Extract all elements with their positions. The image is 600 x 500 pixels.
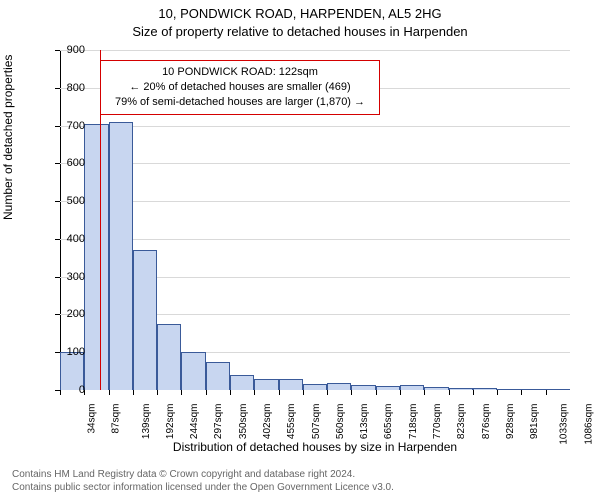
footer-attribution: Contains HM Land Registry data © Crown c… <box>12 469 394 494</box>
histogram-bar <box>473 388 497 390</box>
gridline <box>60 239 570 240</box>
histogram-bar <box>157 324 181 390</box>
histogram-bar <box>351 385 375 390</box>
histogram-bar <box>424 387 448 390</box>
x-tick <box>546 390 547 395</box>
histogram-bar <box>546 389 570 390</box>
histogram-bar <box>206 362 230 390</box>
y-tick-label: 600 <box>45 157 85 169</box>
gridline <box>60 163 570 164</box>
histogram-bar <box>84 124 108 390</box>
figure-container: { "titles": { "line1": "10, PONDWICK ROA… <box>0 0 600 500</box>
y-tick-label: 900 <box>45 44 85 56</box>
y-tick-label: 0 <box>45 384 85 396</box>
gridline <box>60 201 570 202</box>
x-tick-label: 665sqm <box>384 404 395 440</box>
x-tick <box>109 390 110 395</box>
x-tick <box>449 390 450 395</box>
histogram-bar <box>400 385 424 390</box>
x-tick-label: 1086sqm <box>583 404 594 445</box>
x-tick-label: 350sqm <box>238 404 249 440</box>
x-tick <box>376 390 377 395</box>
x-tick <box>400 390 401 395</box>
x-tick <box>521 390 522 395</box>
histogram-bar <box>181 352 205 390</box>
x-tick-label: 139sqm <box>141 404 152 440</box>
figure-title-line1: 10, PONDWICK ROAD, HARPENDEN, AL5 2HG <box>0 6 600 21</box>
histogram-bar <box>109 122 133 390</box>
y-tick-label: 300 <box>45 271 85 283</box>
footer-line1: Contains HM Land Registry data © Crown c… <box>12 469 355 480</box>
x-tick-label: 560sqm <box>335 404 346 440</box>
x-tick-label: 507sqm <box>311 404 322 440</box>
histogram-bar <box>376 386 400 390</box>
x-tick <box>497 390 498 395</box>
x-tick-label: 192sqm <box>165 404 176 440</box>
y-axis-label: Number of detached properties <box>1 55 15 220</box>
y-tick-label: 400 <box>45 233 85 245</box>
x-tick-label: 823sqm <box>456 404 467 440</box>
x-tick <box>327 390 328 395</box>
x-tick-label: 297sqm <box>214 404 225 440</box>
x-axis-label: Distribution of detached houses by size … <box>60 440 570 454</box>
figure-subtitle: Size of property relative to detached ho… <box>0 24 600 39</box>
annotation-box: 10 PONDWICK ROAD: 122sqm← 20% of detache… <box>100 60 380 115</box>
histogram-bar <box>230 375 254 390</box>
x-tick <box>133 390 134 395</box>
histogram-bar <box>497 389 521 391</box>
x-tick <box>351 390 352 395</box>
x-tick-label: 455sqm <box>286 404 297 440</box>
histogram-bar <box>327 383 351 390</box>
histogram-bar <box>133 250 157 390</box>
gridline <box>60 126 570 127</box>
x-tick-label: 981sqm <box>529 404 540 440</box>
x-tick-label: 928sqm <box>505 404 516 440</box>
x-tick <box>303 390 304 395</box>
annotation-line: ← 20% of detached houses are smaller (46… <box>109 80 371 95</box>
x-tick-label: 876sqm <box>481 404 492 440</box>
histogram-bar <box>254 379 278 390</box>
x-tick-label: 718sqm <box>408 404 419 440</box>
x-tick <box>424 390 425 395</box>
footer-line2: Contains public sector information licen… <box>12 482 394 493</box>
x-tick-label: 770sqm <box>432 404 443 440</box>
gridline <box>60 50 570 51</box>
x-tick <box>279 390 280 395</box>
x-tick-label: 87sqm <box>111 404 122 434</box>
annotation-line: 79% of semi-detached houses are larger (… <box>109 95 371 110</box>
x-tick <box>157 390 158 395</box>
x-tick-label: 34sqm <box>87 404 98 434</box>
annotation-line: 10 PONDWICK ROAD: 122sqm <box>109 65 371 80</box>
x-tick-label: 244sqm <box>189 404 200 440</box>
y-tick-label: 800 <box>45 82 85 94</box>
x-tick <box>254 390 255 395</box>
y-tick-label: 100 <box>45 346 85 358</box>
x-tick <box>230 390 231 395</box>
x-tick <box>473 390 474 395</box>
histogram-bar <box>449 388 473 390</box>
histogram-bar <box>521 389 545 391</box>
x-tick-label: 613sqm <box>359 404 370 440</box>
x-tick-label: 1033sqm <box>559 404 570 445</box>
y-tick-label: 500 <box>45 195 85 207</box>
plot-area: 10 PONDWICK ROAD: 122sqm← 20% of detache… <box>60 50 570 390</box>
histogram-bar <box>279 379 303 390</box>
y-tick-label: 200 <box>45 308 85 320</box>
x-tick <box>181 390 182 395</box>
x-tick-label: 402sqm <box>262 404 273 440</box>
x-tick <box>206 390 207 395</box>
y-axis-line <box>60 50 61 390</box>
histogram-bar <box>303 384 327 390</box>
y-tick-label: 700 <box>45 120 85 132</box>
